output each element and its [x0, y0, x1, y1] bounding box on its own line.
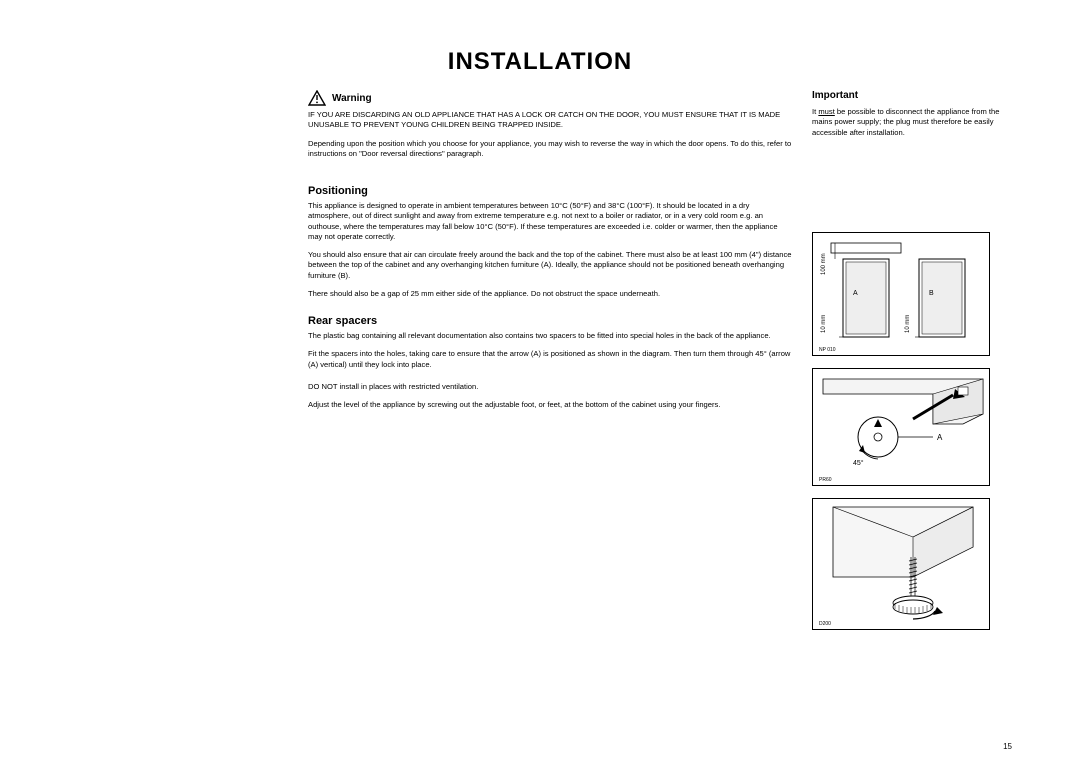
d2-angle: 45° — [853, 459, 864, 467]
left-margin-column — [68, 90, 288, 642]
d1-letter-b: B — [929, 290, 934, 297]
diagram-clearance: 100 mm A 10 mm B 10 mm NP 010 — [812, 232, 990, 356]
d1-code: NP 010 — [819, 347, 836, 353]
d1-bottom-label-left: 10 mm — [821, 314, 827, 332]
important-suffix: be possible to disconnect the appliance … — [812, 107, 999, 137]
warning-para-1: IF YOU ARE DISCARDING AN OLD APPLIANCE T… — [308, 110, 792, 131]
important-heading: Important — [812, 90, 1012, 101]
d2-letter-a: A — [937, 433, 943, 442]
d1-bottom-label-right: 10 mm — [905, 314, 911, 332]
positioning-heading: Positioning — [308, 185, 792, 197]
warning-heading: Warning — [308, 90, 792, 106]
positioning-para-2: You should also ensure that air can circ… — [308, 250, 792, 281]
rear-spacers-para-3: DO NOT install in places with restricted… — [308, 382, 792, 392]
rear-spacers-heading: Rear spacers — [308, 315, 792, 327]
d3-code: D200 — [819, 621, 831, 627]
right-column: Important It must be possible to disconn… — [812, 90, 1012, 642]
positioning-para-1: This appliance is designed to operate in… — [308, 201, 792, 242]
warning-para-2: Depending upon the position which you ch… — [308, 139, 792, 160]
diagram-rear-spacer: A 45° PR60 — [812, 368, 990, 486]
warning-label: Warning — [332, 93, 372, 104]
important-text: It must be possible to disconnect the ap… — [812, 107, 1012, 138]
positioning-para-3: There should also be a gap of 25 mm eith… — [308, 289, 792, 299]
d2-code: PR60 — [819, 477, 832, 483]
important-underlined: must — [818, 107, 834, 116]
main-text-column: Warning IF YOU ARE DISCARDING AN OLD APP… — [308, 90, 792, 642]
d1-top-label-a: 100 mm — [821, 253, 827, 275]
page-title: INSTALLATION — [68, 48, 1012, 76]
page-number: 15 — [1003, 742, 1012, 751]
d1-letter-a: A — [853, 290, 858, 297]
rear-spacers-para-1: The plastic bag containing all relevant … — [308, 331, 792, 341]
diagram-adjustable-foot: D200 — [812, 498, 990, 630]
rear-spacers-para-2: Fit the spacers into the holes, taking c… — [308, 349, 792, 370]
warning-triangle-icon — [308, 90, 326, 106]
rear-spacers-para-4: Adjust the level of the appliance by scr… — [308, 400, 792, 410]
content-columns: Warning IF YOU ARE DISCARDING AN OLD APP… — [68, 90, 1012, 642]
